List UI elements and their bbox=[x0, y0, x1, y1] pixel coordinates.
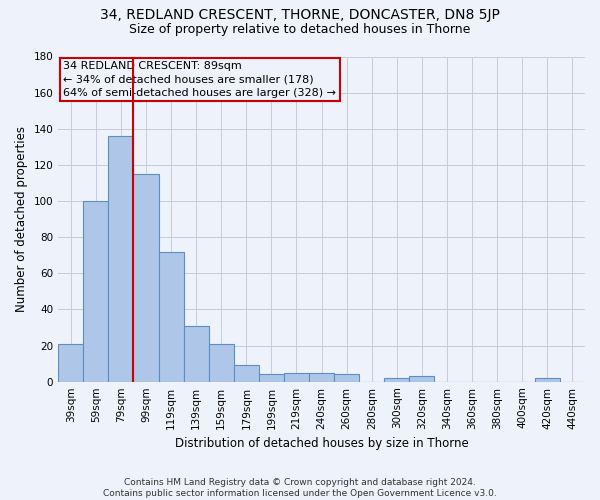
Bar bbox=[535, 378, 560, 382]
Bar bbox=[58, 344, 83, 382]
Bar bbox=[133, 174, 158, 382]
Text: 34 REDLAND CRESCENT: 89sqm
← 34% of detached houses are smaller (178)
64% of sem: 34 REDLAND CRESCENT: 89sqm ← 34% of deta… bbox=[64, 62, 337, 98]
Bar bbox=[109, 136, 133, 382]
Bar bbox=[184, 326, 209, 382]
Text: 34, REDLAND CRESCENT, THORNE, DONCASTER, DN8 5JP: 34, REDLAND CRESCENT, THORNE, DONCASTER,… bbox=[100, 8, 500, 22]
Y-axis label: Number of detached properties: Number of detached properties bbox=[15, 126, 28, 312]
Bar bbox=[259, 374, 284, 382]
Bar bbox=[284, 372, 309, 382]
Bar bbox=[234, 366, 259, 382]
Bar bbox=[409, 376, 434, 382]
Bar bbox=[83, 201, 109, 382]
X-axis label: Distribution of detached houses by size in Thorne: Distribution of detached houses by size … bbox=[175, 437, 469, 450]
Text: Size of property relative to detached houses in Thorne: Size of property relative to detached ho… bbox=[130, 22, 470, 36]
Bar bbox=[385, 378, 409, 382]
Bar bbox=[209, 344, 234, 382]
Text: Contains HM Land Registry data © Crown copyright and database right 2024.
Contai: Contains HM Land Registry data © Crown c… bbox=[103, 478, 497, 498]
Bar bbox=[334, 374, 359, 382]
Bar bbox=[309, 372, 334, 382]
Bar bbox=[158, 252, 184, 382]
